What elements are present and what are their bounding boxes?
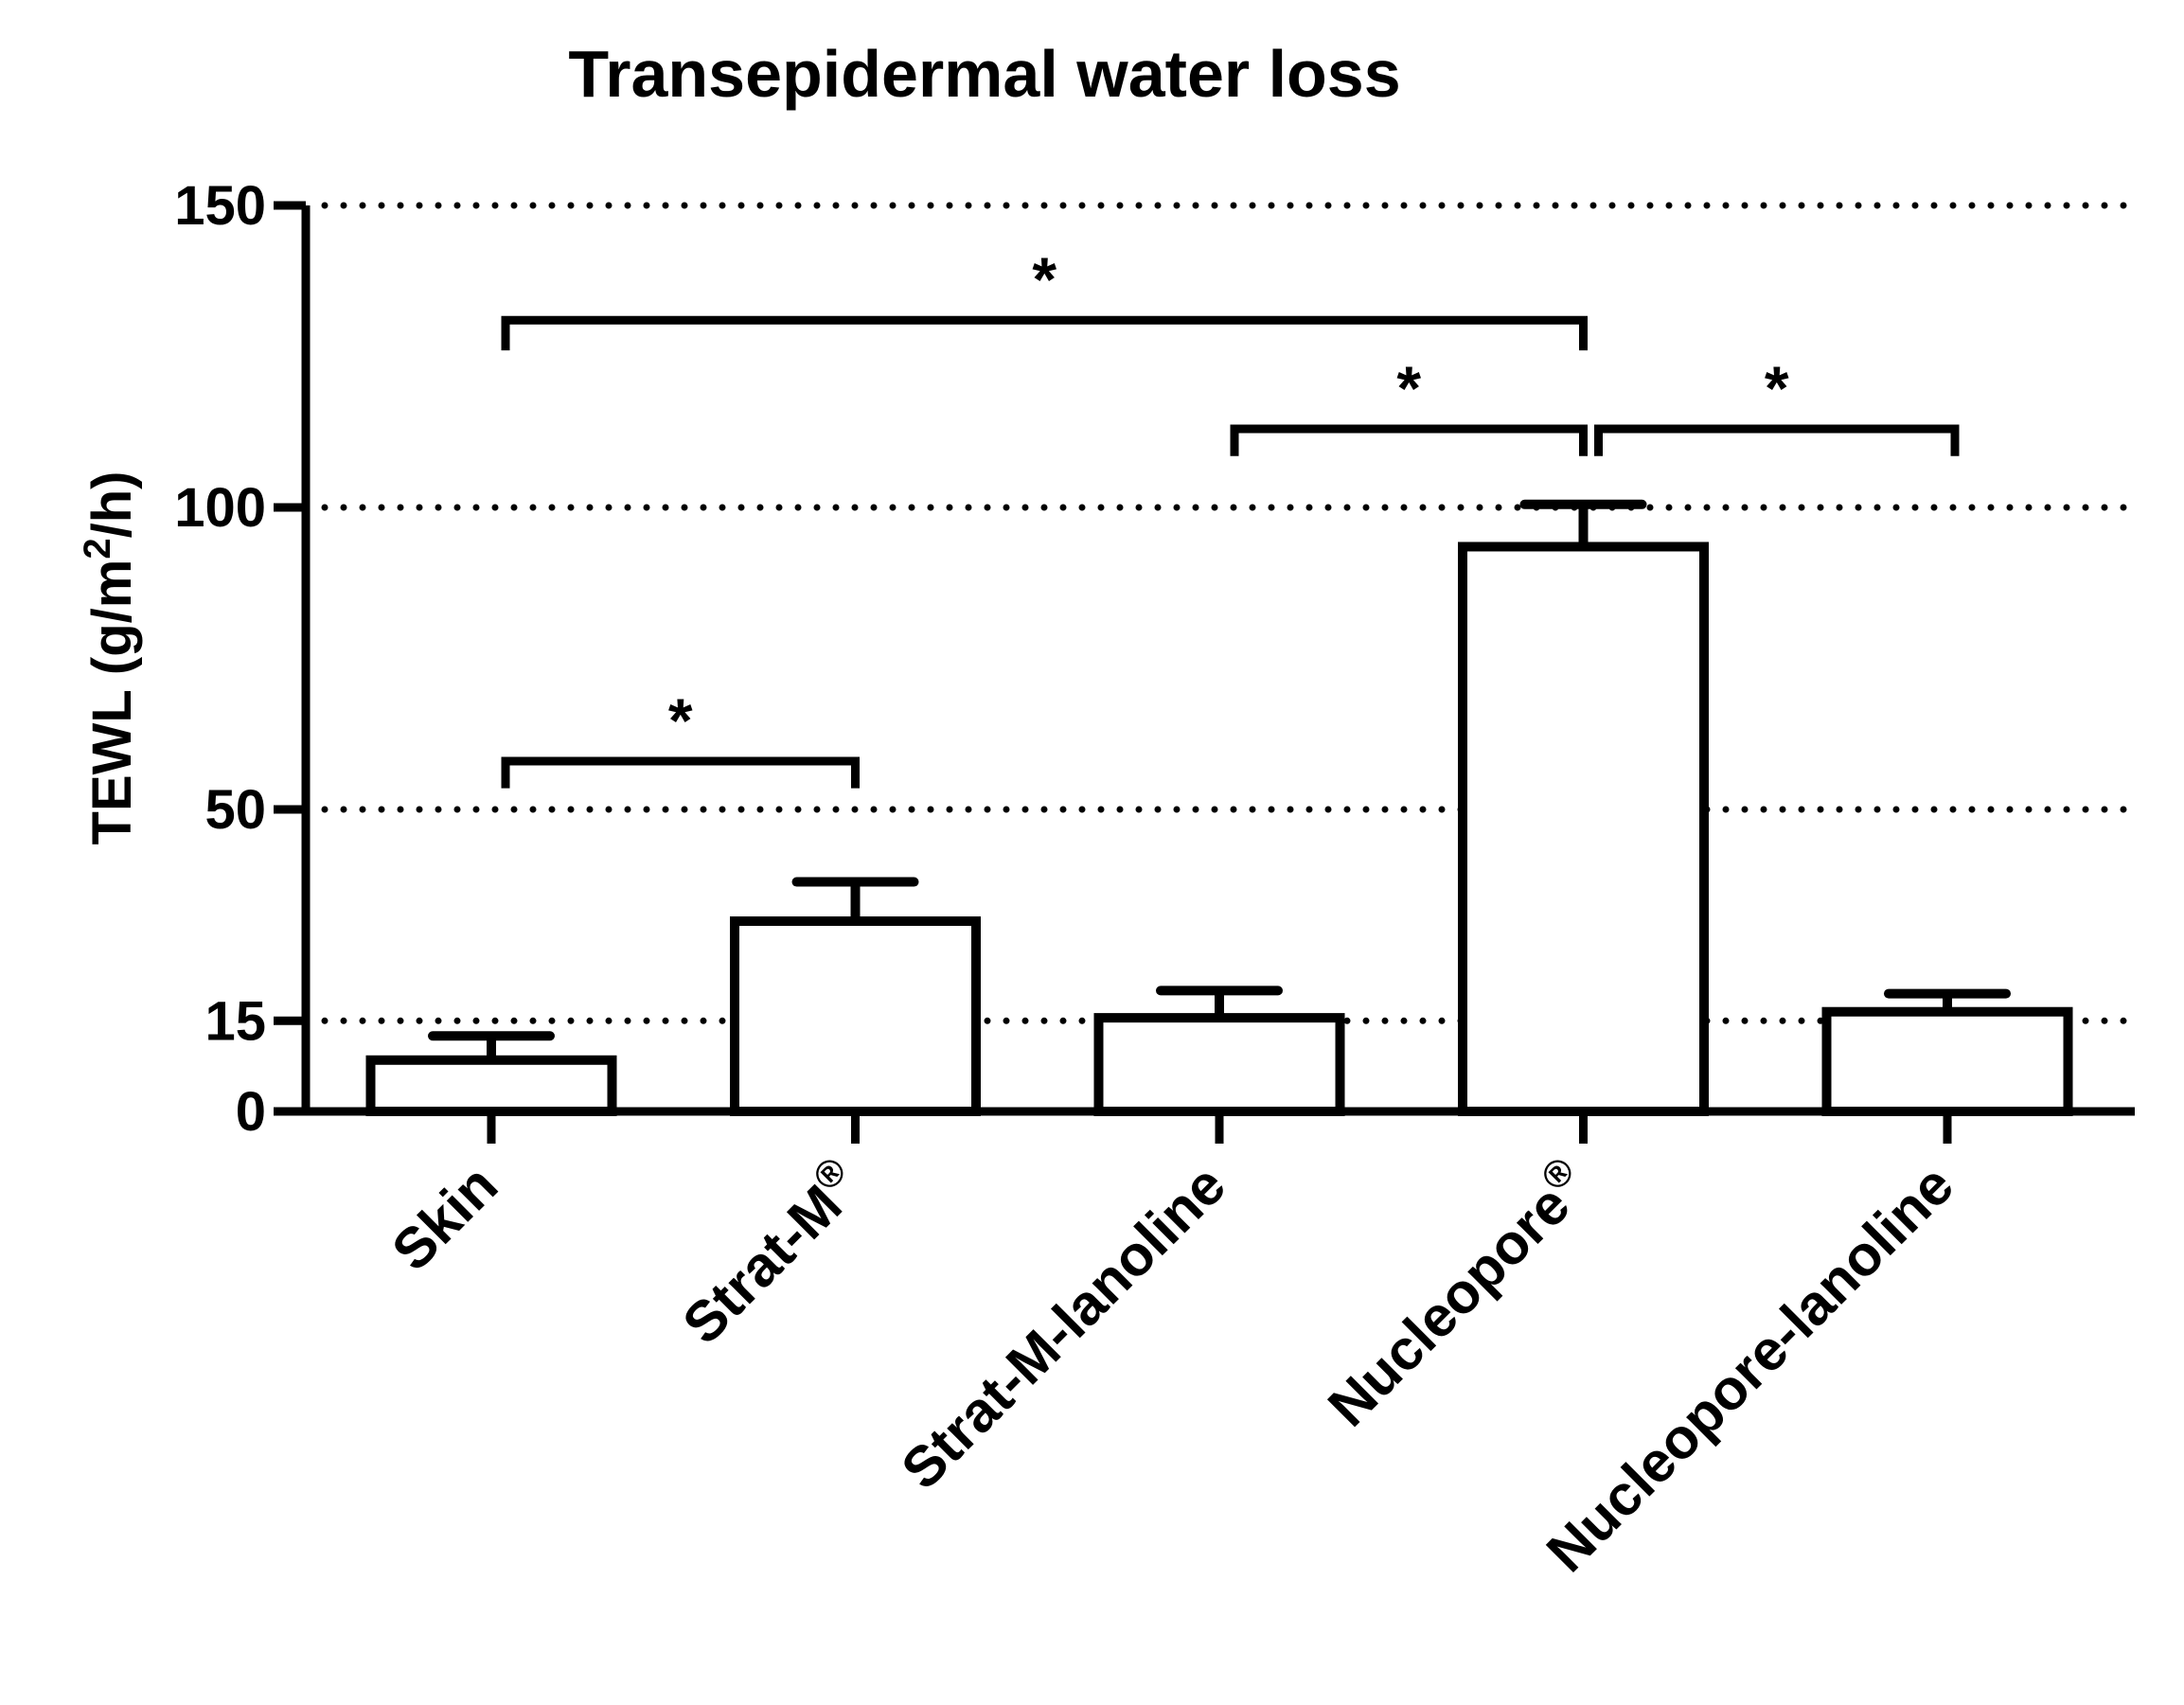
- significance-star: *: [1032, 244, 1056, 314]
- axes: [274, 201, 2135, 1144]
- gridlines: [321, 202, 2139, 1024]
- y-tick-label: 150: [174, 175, 266, 237]
- y-tick-label: 0: [236, 1081, 266, 1143]
- significance-bracket: [501, 756, 860, 789]
- significance-star: *: [1396, 353, 1421, 423]
- x-category-labels: Skin Strat-M® Strat-M-lanoline Nucleopore®N…: [380, 1149, 1965, 1584]
- y-axis-label: TEWL (g/m2/h): [77, 471, 143, 845]
- significance-brackets: * * * *: [501, 244, 1960, 789]
- x-category-label: Strat-M-lanoline: [889, 1153, 1237, 1501]
- significance-star: *: [1765, 353, 1789, 423]
- bar: [1093, 1013, 1345, 1116]
- bars: [365, 542, 2073, 1117]
- error-bars: [428, 499, 2011, 1060]
- significance-star: *: [668, 685, 693, 755]
- significance-bracket: [501, 315, 1588, 351]
- y-tick-labels: 0 15 50 100 150: [174, 175, 266, 1143]
- y-tick-label: 15: [204, 990, 266, 1052]
- chart-title: Transepidermal water loss: [568, 37, 1400, 111]
- bar: [1458, 542, 1709, 1116]
- bar: [1821, 1006, 2073, 1116]
- bar: [365, 1055, 617, 1117]
- significance-bracket: [1594, 424, 1960, 456]
- x-category-label: Skin: [380, 1153, 509, 1283]
- x-category-label: Nucleopore®: [1313, 1149, 1602, 1438]
- y-tick-label: 100: [174, 477, 266, 539]
- bar: [730, 916, 981, 1117]
- x-category-label: Strat-M®: [667, 1149, 874, 1356]
- significance-bracket: [1230, 424, 1588, 456]
- y-tick-label: 50: [204, 779, 266, 841]
- x-category-label: Nucleopore-lanoline: [1535, 1153, 1965, 1584]
